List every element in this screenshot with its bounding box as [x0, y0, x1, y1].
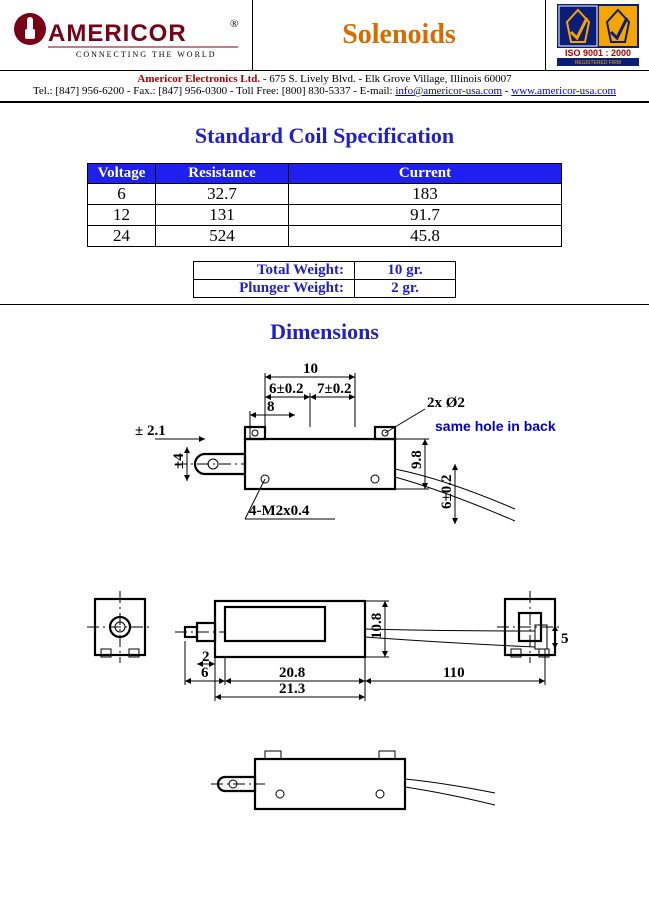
svg-text:110: 110	[443, 665, 465, 681]
spec-cell: 32.7	[156, 184, 289, 205]
header-divider	[0, 101, 649, 103]
svg-text:6: 6	[201, 665, 209, 681]
spec-cell: 131	[156, 205, 289, 226]
svg-text:9.8: 9.8	[409, 450, 425, 469]
spec-row: 6 32.7 183	[88, 184, 562, 205]
weight-row: Plunger Weight: 2 gr.	[194, 280, 456, 298]
section-divider	[0, 304, 649, 305]
logo-text: AMERICOR	[48, 20, 187, 47]
spec-cell: 45.8	[289, 226, 562, 247]
company-logo: AMERICOR ® CONNECTING THE WORLD	[12, 7, 240, 63]
svg-text:6±0.2: 6±0.2	[269, 381, 303, 397]
iso-badge: ISO 9001 : 2000 REGISTERED FIRM	[557, 4, 639, 66]
svg-text:same hole in back: same hole in back	[435, 418, 556, 434]
svg-text:4-M2x0.4: 4-M2x0.4	[249, 503, 310, 519]
svg-text:20.8: 20.8	[279, 665, 305, 681]
contact-prefix: Tel.: [847] 956-6200 - Fax.: [847] 956-0…	[33, 85, 395, 97]
spec-table: Voltage Resistance Current 6 32.7 183 12…	[87, 163, 562, 247]
dimensions-diagram: 10 6±0.2 7±0.2 8 ± 2.1 ±4 4-M2x0.4 2x Ø2…	[75, 359, 575, 844]
weight-value: 10 gr.	[355, 262, 456, 280]
svg-text:±4: ±4	[171, 453, 187, 469]
svg-text:5: 5	[561, 631, 569, 647]
company-address: - 675 S. Lively Blvd. - Elk Grove Villag…	[260, 73, 512, 85]
weight-label: Total Weight:	[194, 262, 355, 280]
spec-cell: 91.7	[289, 205, 562, 226]
page-title: Solenoids	[342, 19, 456, 51]
svg-text:2: 2	[202, 649, 210, 665]
spec-cell: 524	[156, 226, 289, 247]
header: AMERICOR ® CONNECTING THE WORLD Solenoid…	[0, 0, 649, 71]
dimensions-svg: 10 6±0.2 7±0.2 8 ± 2.1 ±4 4-M2x0.4 2x Ø2…	[75, 359, 575, 839]
weight-row: Total Weight: 10 gr.	[194, 262, 456, 280]
logo-cell: AMERICOR ® CONNECTING THE WORLD	[0, 0, 253, 70]
company-line: Americor Electronics Ltd. - 675 S. Livel…	[0, 73, 649, 85]
contact-line: Tel.: [847] 956-6200 - Fax.: [847] 956-0…	[0, 85, 649, 97]
svg-text:7±0.2: 7±0.2	[317, 381, 351, 397]
spec-cell: 183	[289, 184, 562, 205]
iso-cell: ISO 9001 : 2000 REGISTERED FIRM	[546, 0, 649, 70]
company-name: Americor Electronics Ltd.	[137, 73, 260, 85]
title-cell: Solenoids	[253, 0, 546, 70]
svg-text:2x Ø2: 2x Ø2	[427, 395, 465, 411]
spec-row: 12 131 91.7	[88, 205, 562, 226]
website-link[interactable]: www.americor-usa.com	[511, 85, 616, 97]
weight-value: 2 gr.	[355, 280, 456, 298]
svg-text:ISO 9001 : 2000: ISO 9001 : 2000	[564, 48, 630, 58]
logo-tagline: CONNECTING THE WORLD	[76, 50, 217, 59]
svg-text:8: 8	[267, 399, 275, 415]
email-link[interactable]: info@americor-usa.com	[395, 85, 502, 97]
spec-cell: 12	[88, 205, 156, 226]
contact-sep: -	[502, 85, 511, 97]
svg-text:6±0.2: 6±0.2	[439, 475, 455, 509]
registered-mark: ®	[230, 18, 238, 30]
weights-table: Total Weight: 10 gr. Plunger Weight: 2 g…	[193, 261, 456, 298]
spec-heading: Standard Coil Specification	[0, 123, 649, 149]
spec-cell: 6	[88, 184, 156, 205]
svg-text:± 2.1: ± 2.1	[135, 423, 166, 439]
spec-row: 24 524 45.8	[88, 226, 562, 247]
svg-text:10.8: 10.8	[369, 613, 385, 639]
dimensions-heading: Dimensions	[0, 319, 649, 345]
weight-label: Plunger Weight:	[194, 280, 355, 298]
col-voltage: Voltage	[88, 164, 156, 184]
spec-cell: 24	[88, 226, 156, 247]
col-current: Current	[289, 164, 562, 184]
col-resistance: Resistance	[156, 164, 289, 184]
svg-text:10: 10	[303, 361, 318, 377]
svg-text:21.3: 21.3	[279, 681, 305, 697]
svg-text:REGISTERED FIRM: REGISTERED FIRM	[574, 60, 620, 66]
spec-header-row: Voltage Resistance Current	[88, 164, 562, 184]
